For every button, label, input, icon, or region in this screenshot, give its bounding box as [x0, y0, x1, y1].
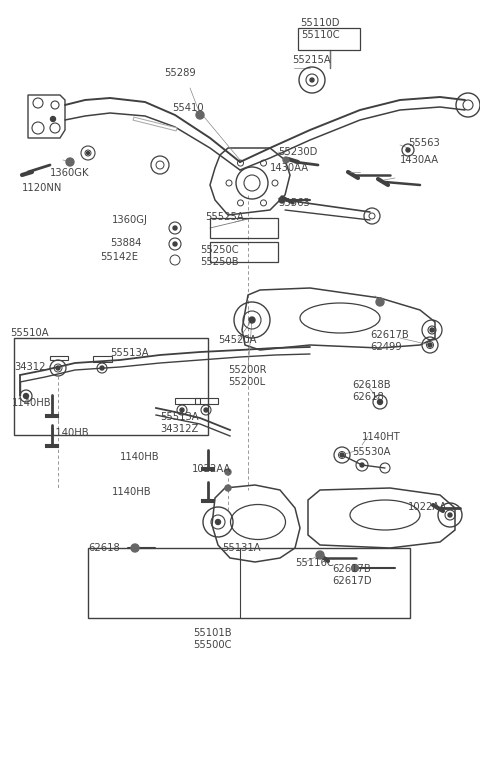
Bar	[175, 398, 200, 404]
Circle shape	[204, 408, 208, 412]
Bar	[88, 548, 410, 618]
Text: 55289: 55289	[164, 68, 196, 78]
Text: 1430AA: 1430AA	[270, 163, 309, 173]
Circle shape	[249, 317, 255, 323]
Text: 55530A: 55530A	[352, 447, 391, 457]
Bar	[298, 28, 360, 50]
Bar	[195, 398, 218, 404]
Text: 1140HB: 1140HB	[112, 487, 152, 497]
Circle shape	[340, 453, 344, 457]
Text: 54520A: 54520A	[218, 335, 256, 345]
Text: 1022AA: 1022AA	[408, 502, 447, 512]
Text: 62618: 62618	[88, 543, 120, 553]
Text: 55142E: 55142E	[100, 252, 138, 262]
Text: 1140HT: 1140HT	[362, 432, 401, 442]
Text: 55215A: 55215A	[292, 55, 331, 65]
Circle shape	[50, 116, 56, 122]
Bar	[210, 242, 278, 262]
Circle shape	[283, 157, 289, 163]
Text: 1120NN: 1120NN	[22, 183, 62, 193]
Text: 55110D
55110C: 55110D 55110C	[300, 18, 340, 40]
Text: 55131A: 55131A	[222, 543, 261, 553]
Circle shape	[196, 111, 204, 119]
Text: 55563: 55563	[278, 198, 310, 208]
Bar	[14, 338, 208, 435]
Circle shape	[225, 485, 231, 491]
Circle shape	[180, 408, 184, 412]
Text: 1360GJ: 1360GJ	[112, 215, 148, 225]
Text: 34312: 34312	[14, 362, 46, 372]
Circle shape	[376, 298, 384, 306]
Circle shape	[377, 400, 383, 404]
Text: 1360GK: 1360GK	[50, 168, 89, 178]
Circle shape	[24, 394, 28, 398]
Text: 62618B
62618: 62618B 62618	[352, 380, 391, 401]
Text: 55525A: 55525A	[205, 212, 244, 222]
Bar	[93, 356, 112, 362]
Circle shape	[56, 366, 60, 370]
Circle shape	[225, 469, 231, 475]
Circle shape	[173, 242, 177, 246]
Circle shape	[66, 158, 74, 166]
Text: 55230D: 55230D	[278, 147, 317, 157]
Text: 55200R
55200L: 55200R 55200L	[228, 365, 266, 387]
Text: 55513A
34312Z: 55513A 34312Z	[160, 412, 199, 434]
Circle shape	[216, 520, 220, 524]
Circle shape	[428, 343, 432, 347]
Text: 55101B
55500C: 55101B 55500C	[192, 628, 231, 650]
Circle shape	[173, 226, 177, 230]
Circle shape	[100, 366, 104, 370]
Text: 1140HB: 1140HB	[50, 428, 90, 438]
Circle shape	[351, 565, 359, 572]
Text: 1140HB: 1140HB	[12, 398, 52, 408]
Text: 55116C: 55116C	[295, 558, 334, 568]
Text: 62617B
62617D: 62617B 62617D	[332, 564, 372, 586]
Text: 62617B
62499: 62617B 62499	[370, 330, 409, 352]
Text: 55510A: 55510A	[10, 328, 48, 338]
Text: 55410: 55410	[172, 103, 204, 113]
Circle shape	[448, 513, 452, 517]
Circle shape	[310, 78, 314, 82]
Circle shape	[131, 544, 139, 552]
Circle shape	[316, 551, 324, 559]
Text: 55250C
55250B: 55250C 55250B	[200, 245, 239, 267]
Bar	[50, 356, 68, 360]
Circle shape	[86, 151, 89, 154]
Text: 55563: 55563	[408, 138, 440, 148]
Circle shape	[279, 197, 285, 203]
Bar	[210, 218, 278, 238]
Circle shape	[406, 148, 410, 152]
Text: 1022AA: 1022AA	[192, 464, 231, 474]
Circle shape	[430, 328, 434, 332]
Circle shape	[360, 463, 364, 467]
Text: 1430AA: 1430AA	[400, 155, 439, 165]
Text: 53884: 53884	[110, 238, 142, 248]
Text: 1140HB: 1140HB	[120, 452, 160, 462]
Text: 55513A: 55513A	[110, 348, 149, 358]
